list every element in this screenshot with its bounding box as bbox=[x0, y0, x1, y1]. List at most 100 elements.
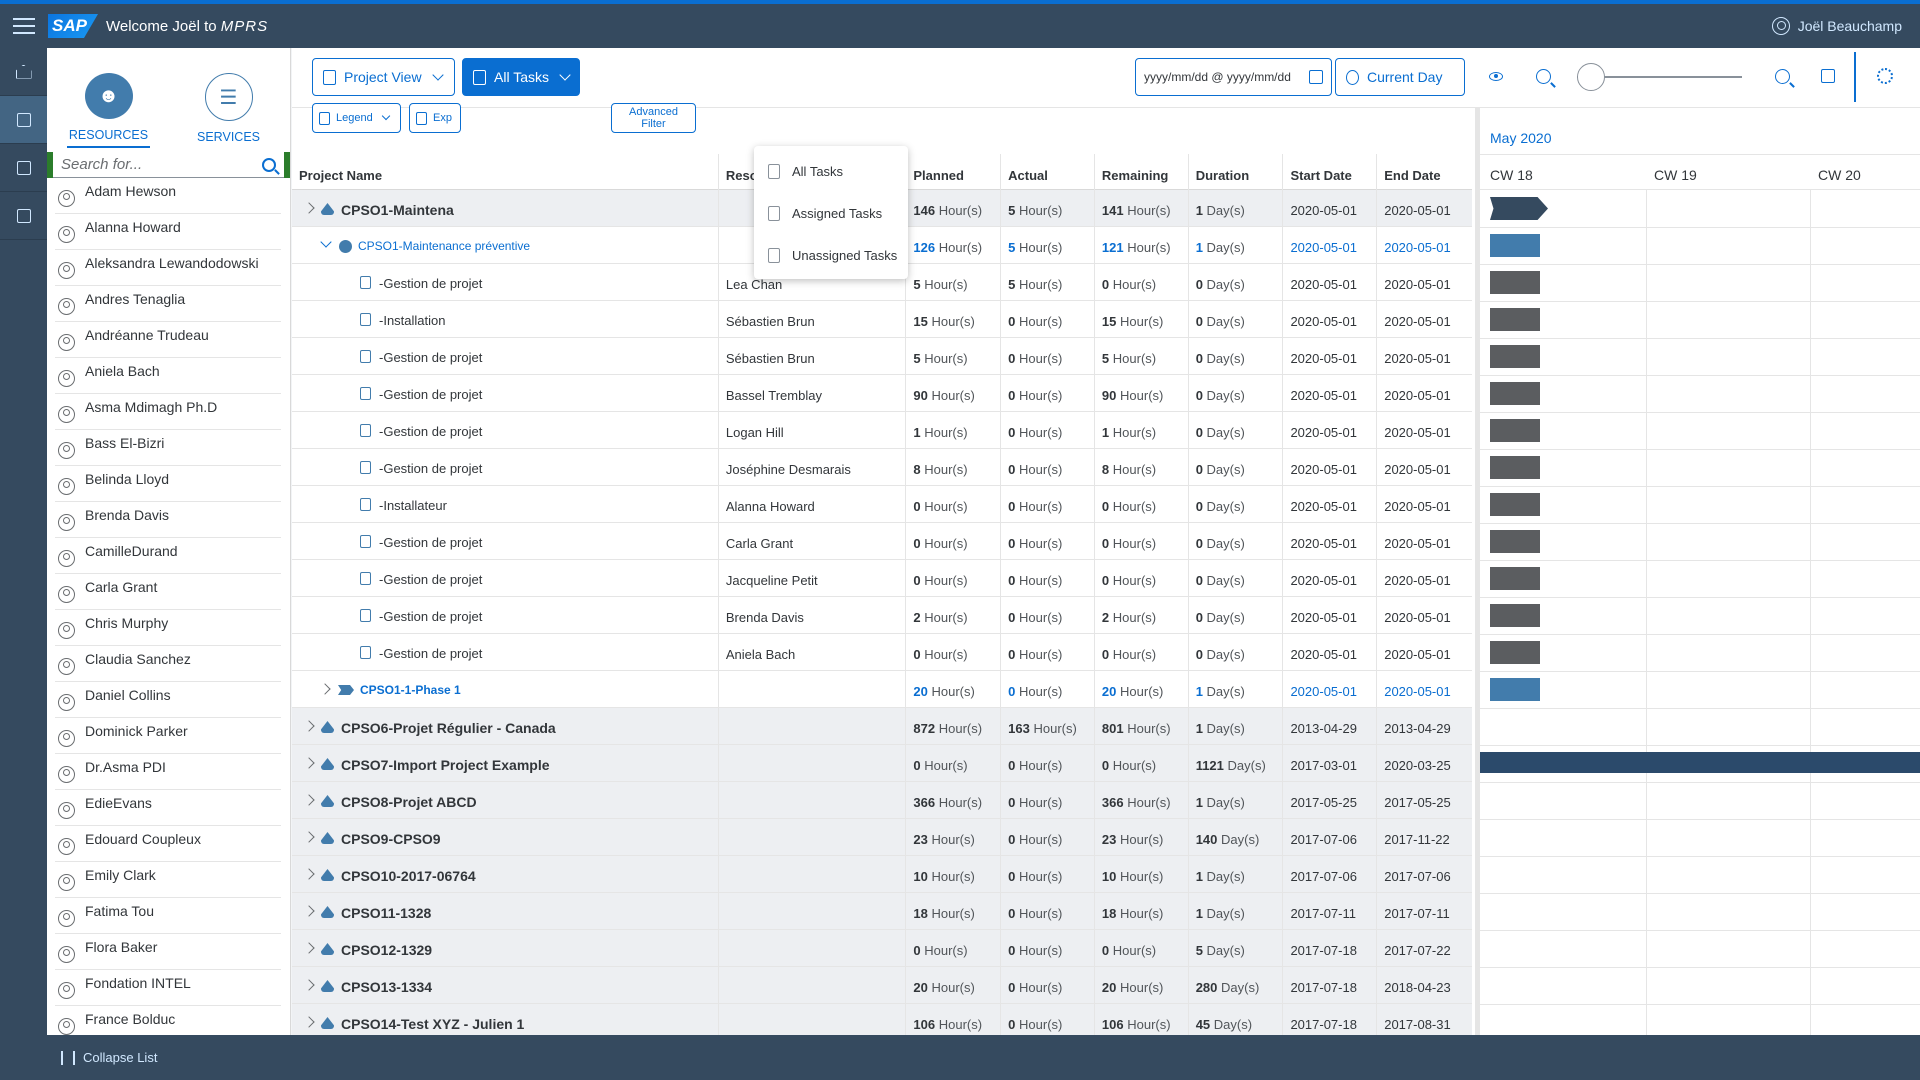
table-row[interactable]: -Gestion de projet Aniela Bach 0 Hour(s) 0 … bbox=[292, 634, 1472, 671]
chevron-right-icon[interactable] bbox=[303, 202, 315, 214]
project-view-button[interactable]: Project View bbox=[312, 58, 455, 96]
list-item[interactable]: Dr.Asma PDI bbox=[55, 754, 281, 790]
table-row[interactable]: -Gestion de projet Joséphine Desmarais 8 H… bbox=[292, 449, 1472, 486]
advanced-filter-button[interactable]: Advanced Filter bbox=[611, 103, 696, 133]
table-row[interactable]: CPSO7-Import Project Example 0 Hour(s) 0 H… bbox=[292, 745, 1472, 782]
settings-icon[interactable] bbox=[1875, 66, 1895, 86]
chevron-right-icon[interactable] bbox=[319, 683, 331, 695]
list-item[interactable]: Flora Baker bbox=[55, 934, 281, 970]
list-item[interactable]: Belinda Lloyd bbox=[55, 466, 281, 502]
gantt-bar[interactable] bbox=[1490, 604, 1540, 627]
search-icon[interactable] bbox=[262, 157, 276, 172]
gantt-bar[interactable] bbox=[1490, 308, 1540, 331]
table-row[interactable]: -Installateur Alanna Howard 0 Hour(s) 0 Hou… bbox=[292, 486, 1472, 523]
chevron-right-icon[interactable] bbox=[303, 831, 315, 843]
gantt-bar[interactable] bbox=[1490, 271, 1540, 294]
table-row[interactable]: -Gestion de projet Logan Hill 1 Hour(s) 0 H… bbox=[292, 412, 1472, 449]
current-day-button[interactable]: Current Day bbox=[1335, 58, 1465, 96]
dropdown-all-tasks[interactable]: All Tasks bbox=[754, 150, 908, 192]
chevron-right-icon[interactable] bbox=[303, 720, 315, 732]
show-icon[interactable] bbox=[1486, 66, 1506, 86]
col-project-name[interactable]: Project Name bbox=[292, 154, 719, 190]
rail-schedule[interactable] bbox=[0, 192, 47, 240]
collapse-list-button[interactable]: Collapse List bbox=[83, 1050, 158, 1065]
list-item[interactable]: EdieEvans bbox=[55, 790, 281, 826]
list-item[interactable]: Chris Murphy bbox=[55, 610, 281, 646]
list-item[interactable]: Aleksandra Lewandodowski bbox=[55, 250, 281, 286]
table-row[interactable]: CPSO6-Projet Régulier - Canada 872 Hour(s… bbox=[292, 708, 1472, 745]
chevron-right-icon[interactable] bbox=[303, 1016, 315, 1028]
zoom-in-icon[interactable] bbox=[1772, 66, 1792, 86]
list-item[interactable]: Fondation INTEL bbox=[55, 970, 281, 1006]
all-tasks-button[interactable]: All Tasks bbox=[462, 58, 580, 96]
menu-icon[interactable] bbox=[0, 4, 48, 48]
list-item[interactable]: Adam Hewson bbox=[55, 178, 281, 214]
rail-home[interactable] bbox=[0, 48, 47, 96]
chevron-down-icon[interactable] bbox=[320, 236, 332, 248]
table-row[interactable]: -Gestion de projet Carla Grant 0 Hour(s) 0 … bbox=[292, 523, 1472, 560]
list-item[interactable]: Brenda Davis bbox=[55, 502, 281, 538]
list-item[interactable]: Emily Clark bbox=[55, 862, 281, 898]
gantt-bar[interactable] bbox=[1490, 419, 1540, 442]
sheet-icon[interactable] bbox=[1818, 66, 1838, 86]
table-row[interactable]: -Gestion de projet Jacqueline Petit 0 Hour… bbox=[292, 560, 1472, 597]
col-actual[interactable]: Actual bbox=[1001, 154, 1095, 190]
gantt-bar[interactable] bbox=[1490, 641, 1540, 664]
list-item[interactable]: Bass El-Bizri bbox=[55, 430, 281, 466]
list-item[interactable]: Dominick Parker bbox=[55, 718, 281, 754]
zoom-out-icon[interactable] bbox=[1533, 66, 1553, 86]
table-row[interactable]: CPSO9-CPSO9 23 Hour(s) 0 Hour(s) 23 Hour(s)… bbox=[292, 819, 1472, 856]
col-start-date[interactable]: Start Date bbox=[1283, 154, 1378, 190]
gantt-bar[interactable] bbox=[1480, 752, 1920, 773]
date-range-input[interactable]: yyyy/mm/dd @ yyyy/mm/dd bbox=[1135, 58, 1332, 96]
table-row[interactable]: CPSO11-1328 18 Hour(s) 0 Hour(s) 18 Hour(s)… bbox=[292, 893, 1472, 930]
gantt-bar[interactable] bbox=[1490, 678, 1540, 701]
search-input[interactable] bbox=[61, 156, 262, 173]
list-item[interactable]: Claudia Sanchez bbox=[55, 646, 281, 682]
col-planned[interactable]: Planned bbox=[906, 154, 1002, 190]
tab-resources[interactable]: ☻ RESOURCES bbox=[64, 73, 154, 148]
collapse-icon[interactable] bbox=[61, 1050, 75, 1065]
chevron-right-icon[interactable] bbox=[303, 942, 315, 954]
table-row[interactable]: CPSO12-1329 0 Hour(s) 0 Hour(s) 0 Hour(s) 5 … bbox=[292, 930, 1472, 967]
chevron-right-icon[interactable] bbox=[303, 905, 315, 917]
dropdown-unassigned-tasks[interactable]: Unassigned Tasks bbox=[754, 234, 908, 276]
tab-services[interactable]: ☰ SERVICES bbox=[184, 73, 274, 148]
list-item[interactable]: Fatima Tou bbox=[55, 898, 281, 934]
gantt-bar[interactable] bbox=[1490, 493, 1540, 516]
table-row[interactable]: CPSO13-1334 20 Hour(s) 0 Hour(s) 20 Hour(s)… bbox=[292, 967, 1472, 1004]
table-row[interactable]: -Gestion de projet Brenda Davis 2 Hour(s) 0… bbox=[292, 597, 1472, 634]
list-item[interactable]: Asma Mdimagh Ph.D bbox=[55, 394, 281, 430]
gantt-bar[interactable] bbox=[1490, 382, 1540, 405]
col-remaining[interactable]: Remaining bbox=[1095, 154, 1189, 190]
legend-button[interactable]: Legend bbox=[312, 103, 401, 133]
table-row[interactable]: -Gestion de projet Sébastien Brun 5 Hour(s… bbox=[292, 338, 1472, 375]
gantt-bar[interactable] bbox=[1490, 530, 1540, 553]
list-item[interactable]: CamilleDurand bbox=[55, 538, 281, 574]
chevron-right-icon[interactable] bbox=[303, 757, 315, 769]
table-row[interactable]: -Gestion de projet Bassel Tremblay 90 Hour… bbox=[292, 375, 1472, 412]
rail-planning[interactable] bbox=[0, 96, 47, 144]
list-item[interactable]: Carla Grant bbox=[55, 574, 281, 610]
dropdown-assigned-tasks[interactable]: Assigned Tasks bbox=[754, 192, 908, 234]
table-row[interactable]: CPSO10-2017-06764 10 Hour(s) 0 Hour(s) 10 H… bbox=[292, 856, 1472, 893]
table-row[interactable]: -Installation Sébastien Brun 15 Hour(s) 0 H… bbox=[292, 301, 1472, 338]
table-row[interactable]: CPSO1-1-Phase 1 20 Hour(s) 0 Hour(s) 20 Hou… bbox=[292, 671, 1472, 708]
gantt-bar[interactable] bbox=[1490, 197, 1548, 220]
list-item[interactable]: Daniel Collins bbox=[55, 682, 281, 718]
gantt-bar[interactable] bbox=[1490, 456, 1540, 479]
col-end-date[interactable]: End Date bbox=[1384, 168, 1441, 183]
user-menu[interactable]: Joël Beauchamp bbox=[1771, 4, 1902, 48]
list-item[interactable]: Andres Tenaglia bbox=[55, 286, 281, 322]
list-item[interactable]: Edouard Coupleux bbox=[55, 826, 281, 862]
list-item[interactable]: Alanna Howard bbox=[55, 214, 281, 250]
gantt-bar[interactable] bbox=[1490, 234, 1540, 257]
export-button[interactable]: Exp bbox=[409, 103, 461, 133]
table-row[interactable]: CPSO8-Projet ABCD 366 Hour(s) 0 Hour(s) 366… bbox=[292, 782, 1472, 819]
gantt-bar[interactable] bbox=[1490, 567, 1540, 590]
gantt-bar[interactable] bbox=[1490, 345, 1540, 368]
chevron-right-icon[interactable] bbox=[303, 868, 315, 880]
chevron-right-icon[interactable] bbox=[303, 794, 315, 806]
list-item[interactable]: Andréanne Trudeau bbox=[55, 322, 281, 358]
chevron-right-icon[interactable] bbox=[303, 979, 315, 991]
